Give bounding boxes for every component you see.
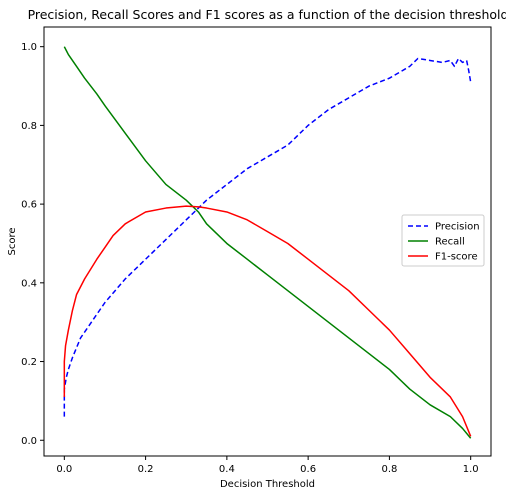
legend-label-precision: Precision: [435, 222, 480, 233]
y-tick-label: 0.2: [21, 357, 37, 368]
legend-label-f1-score: F1-score: [435, 252, 478, 263]
chart-title: Precision, Recall Scores and F1 scores a…: [28, 7, 506, 22]
x-tick-label: 0.4: [219, 464, 235, 475]
y-tick-label: 0.8: [21, 121, 37, 132]
legend: Precision Recall F1-score: [402, 215, 484, 266]
y-tick-label: 1.0: [21, 42, 37, 53]
x-tick-label: 0.0: [56, 464, 72, 475]
x-tick-label: 0.8: [381, 464, 397, 475]
x-tick-label: 0.2: [138, 464, 154, 475]
y-tick-label: 0.0: [21, 436, 37, 447]
x-tick-label: 1.0: [463, 464, 479, 475]
y-axis-label: Score: [7, 227, 18, 255]
x-tick-label: 0.6: [300, 464, 316, 475]
y-tick-label: 0.6: [21, 200, 37, 211]
y-tick-label: 0.4: [21, 278, 37, 289]
x-axis-label: Decision Threshold: [220, 479, 315, 490]
legend-label-recall: Recall: [435, 237, 465, 248]
